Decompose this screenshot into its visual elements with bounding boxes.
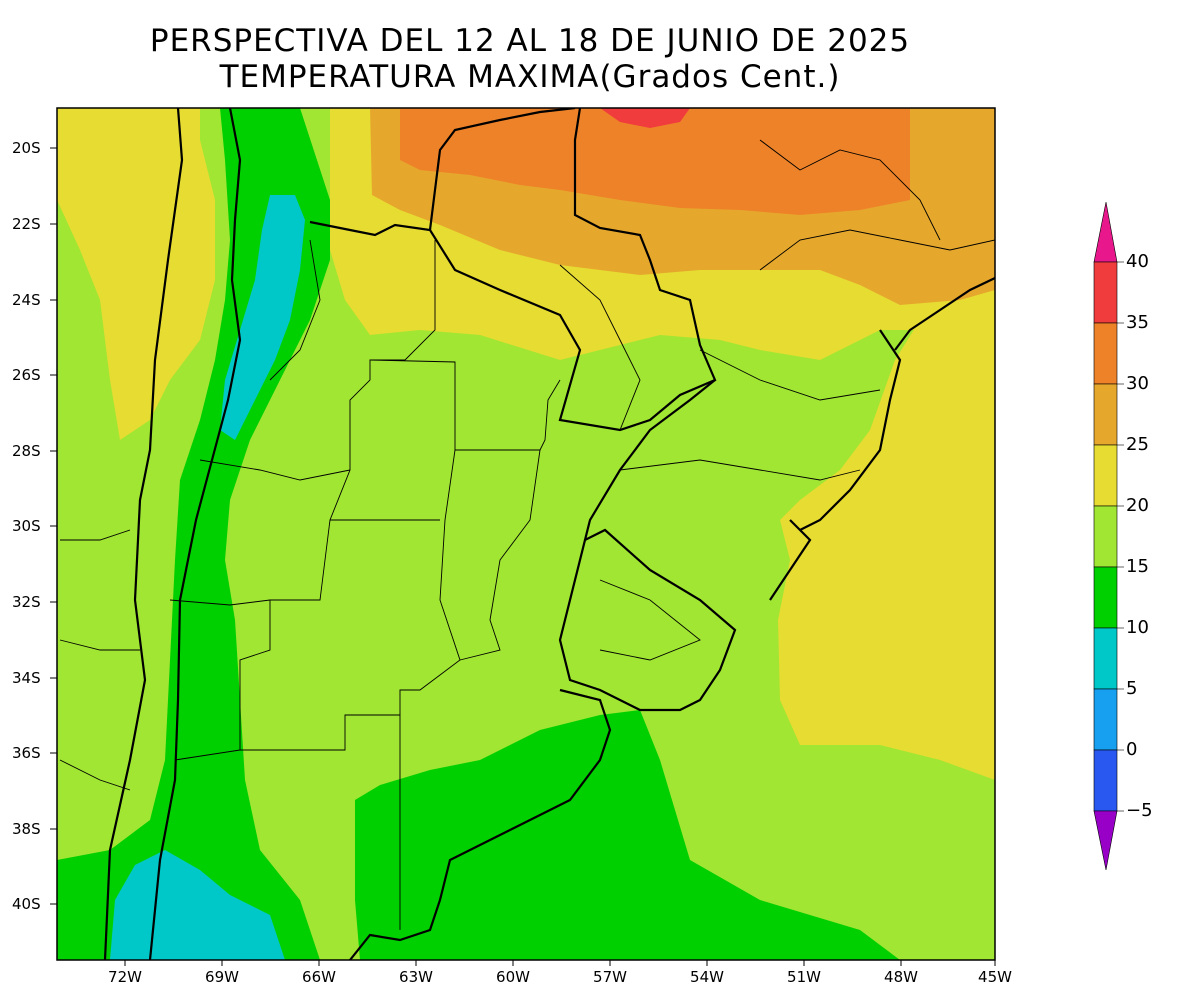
colorbar-above-40 (1093, 201, 1118, 263)
band-35-40 (600, 108, 690, 128)
colorbar-35-40 (1093, 261, 1118, 324)
lon-label: 69W (205, 968, 239, 986)
colorbar-5-10 (1093, 627, 1118, 690)
lat-label: 38S (12, 820, 41, 838)
colorbar-label: 25 (1126, 434, 1149, 455)
colorbar-15-20 (1093, 505, 1118, 568)
temperature-field (57, 108, 995, 960)
colorbar-30-35 (1093, 322, 1118, 385)
country-borders (103, 108, 995, 960)
band-10-15-south (355, 710, 900, 960)
colorbar-label: 20 (1126, 495, 1149, 516)
band-5-10-north (220, 195, 305, 440)
colorbar-below-m5 (1093, 810, 1118, 871)
lon-label: 63W (399, 968, 433, 986)
colorbar-label: 0 (1126, 739, 1138, 760)
lat-label: 36S (12, 744, 41, 762)
colorbar-m5-0 (1093, 749, 1118, 812)
colorbar-label: 40 (1126, 251, 1149, 272)
lon-label: 45W (978, 968, 1012, 986)
band-30-35 (400, 108, 910, 215)
colorbar-label: 5 (1126, 678, 1138, 699)
lat-label: 26S (12, 366, 41, 384)
colorbar-25-30 (1093, 383, 1118, 446)
lat-label: 32S (12, 593, 41, 611)
lat-label: 20S (12, 139, 41, 157)
colorbar-0-5 (1093, 688, 1118, 751)
colorbar-label: 30 (1126, 373, 1149, 394)
lat-label: 28S (12, 442, 41, 460)
colorbar-20-25 (1093, 444, 1118, 507)
lat-label: 40S (12, 895, 41, 913)
lon-label: 51W (787, 968, 821, 986)
colorbar-label: 10 (1126, 617, 1149, 638)
colorbar-label: −5 (1126, 800, 1153, 821)
map-subtitle: TEMPERATURA MAXIMA(Grados Cent.) (219, 59, 841, 95)
band-20-25-east (778, 280, 995, 780)
colorbar (1093, 201, 1124, 871)
lat-label: 24S (12, 291, 41, 309)
lon-label: 48W (884, 968, 918, 986)
colorbar-label: 35 (1126, 312, 1149, 333)
colorbar-10-15 (1093, 566, 1118, 629)
lon-label: 57W (593, 968, 627, 986)
band-20-25-west (57, 108, 215, 440)
lon-label: 72W (108, 968, 142, 986)
axis-ticks (50, 147, 996, 966)
lon-label: 54W (690, 968, 724, 986)
map-frame (56, 107, 996, 961)
lon-label: 60W (496, 968, 530, 986)
province-borders (59, 139, 995, 930)
lat-label: 22S (12, 215, 41, 233)
lat-label: 30S (12, 517, 41, 535)
map-title: PERSPECTIVA DEL 12 AL 18 DE JUNIO DE 202… (149, 23, 911, 59)
colorbar-label: 15 (1126, 556, 1149, 577)
lat-label: 34S (12, 669, 41, 687)
lon-label: 66W (302, 968, 336, 986)
